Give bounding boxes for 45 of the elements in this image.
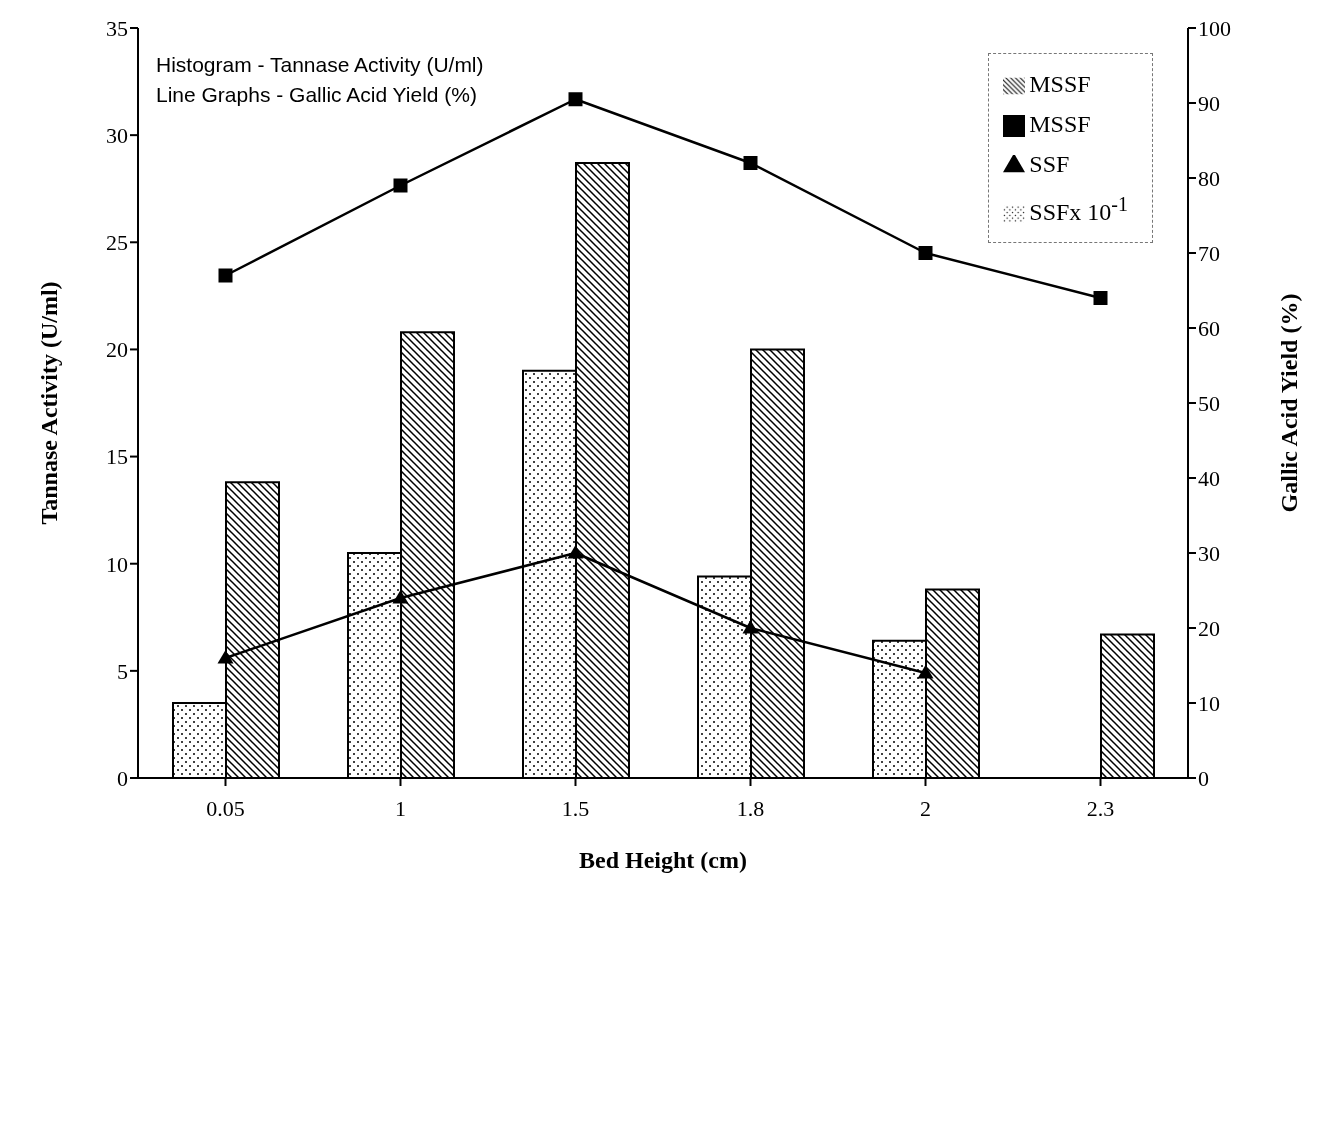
- y2-tick-label: 40: [1198, 465, 1220, 491]
- y2-tick-label: 30: [1198, 540, 1220, 566]
- y2-tick-label: 0: [1198, 765, 1209, 791]
- point: [918, 246, 933, 260]
- point: [218, 268, 233, 283]
- y2-tick-label: 50: [1198, 390, 1220, 416]
- point: [742, 620, 759, 634]
- legend-label: MSSF: [1029, 71, 1091, 97]
- y2-tick-label: 20: [1198, 615, 1220, 641]
- point: [567, 545, 584, 559]
- y2-tick-label: 100: [1198, 15, 1231, 41]
- y-tick-label: 30: [106, 122, 128, 148]
- y2-tick-label: 10: [1198, 690, 1220, 716]
- y2-tick-label: 70: [1198, 240, 1220, 266]
- point: [1093, 291, 1108, 305]
- y-tick-label: 35: [106, 15, 128, 41]
- annotation: Line Graphs - Gallic Acid Yield (%): [156, 82, 478, 108]
- x-axis-title: Bed Height (cm): [579, 847, 747, 873]
- x-tick-label: 2.3: [1086, 795, 1115, 821]
- legend-label: SSF: [1029, 151, 1070, 177]
- point: [392, 590, 409, 604]
- point: [917, 665, 934, 679]
- y2-tick-label: 90: [1198, 90, 1220, 116]
- x-tick-label: 0.05: [206, 795, 245, 821]
- y2-tick-label: 80: [1198, 165, 1220, 191]
- annotation: Histogram - Tannase Activity (U/ml): [156, 52, 484, 78]
- point: [217, 650, 234, 664]
- point: [743, 156, 758, 170]
- y2-tick-label: 60: [1198, 315, 1220, 341]
- y-tick-label: 10: [106, 551, 128, 577]
- x-tick-label: 2: [920, 795, 931, 821]
- point: [568, 92, 583, 107]
- y-tick-label: 0: [117, 765, 128, 791]
- y-axis-title: Tannase Activity (U/ml): [35, 281, 62, 525]
- legend-label: MSSF: [1029, 111, 1091, 137]
- x-tick-label: 1.8: [736, 795, 765, 821]
- y2-axis-title: Gallic Acid Yield (%): [1275, 293, 1302, 513]
- y-tick-label: 20: [106, 337, 128, 363]
- x-tick-label: 1: [395, 795, 406, 821]
- y-tick-label: 25: [106, 230, 128, 256]
- point: [393, 178, 408, 193]
- legend-label: SSFx 10$^{-1}$: [1029, 193, 1128, 225]
- x-tick-label: 1.5: [561, 795, 590, 821]
- y-tick-label: 15: [106, 444, 128, 470]
- y-tick-label: 5: [117, 658, 128, 684]
